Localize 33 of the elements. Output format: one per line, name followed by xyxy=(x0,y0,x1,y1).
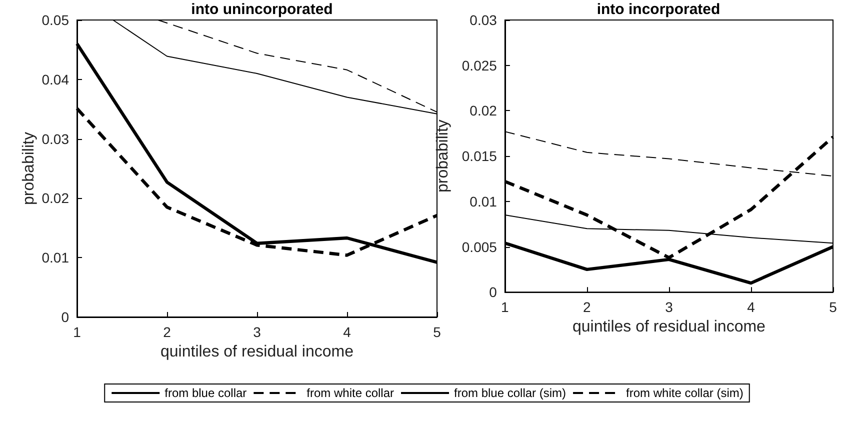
y-tick-label: 0.015 xyxy=(462,148,498,164)
y-tick-label: 0.05 xyxy=(42,12,70,28)
x-tick-label: 4 xyxy=(343,324,352,340)
x-tick-label: 3 xyxy=(253,324,262,340)
y-tick-label: 0.03 xyxy=(42,130,70,147)
y-tick-label: 0.02 xyxy=(42,190,70,206)
y-tick-label: 0.04 xyxy=(42,71,70,88)
x-axis-title: quintiles of residual income xyxy=(160,343,354,360)
y-tick-label: 0 xyxy=(489,284,498,300)
y-tick-label: 0.005 xyxy=(462,238,498,255)
x-tick-label: 5 xyxy=(433,324,442,340)
x-tick-label: 2 xyxy=(163,324,172,340)
legend-label: from white collar (sim) xyxy=(626,386,744,400)
y-axis-title: probability xyxy=(434,120,452,193)
x-tick-label: 5 xyxy=(829,299,838,316)
y-tick-label: 0.01 xyxy=(42,250,70,266)
x-tick-label: 3 xyxy=(665,299,674,316)
legend-label: from white collar xyxy=(306,386,394,400)
chart-title: into unincorporated xyxy=(191,1,333,18)
y-tick-label: 0 xyxy=(61,309,70,325)
y-tick-label: 0.02 xyxy=(470,102,498,119)
x-tick-label: 1 xyxy=(73,324,82,340)
legend-label: from blue collar xyxy=(164,386,247,400)
y-tick-label: 0.025 xyxy=(462,57,498,74)
x-axis-title: quintiles of residual income xyxy=(572,318,766,336)
x-tick-label: 1 xyxy=(501,299,510,316)
chart-title: into incorporated xyxy=(596,1,720,18)
y-axis-title: probability xyxy=(20,132,38,205)
y-tick-label: 0.01 xyxy=(470,193,498,210)
legend-label: from blue collar (sim) xyxy=(454,386,566,400)
x-tick-label: 2 xyxy=(583,299,592,316)
y-tick-label: 0.03 xyxy=(470,12,498,28)
x-tick-label: 4 xyxy=(747,299,756,316)
